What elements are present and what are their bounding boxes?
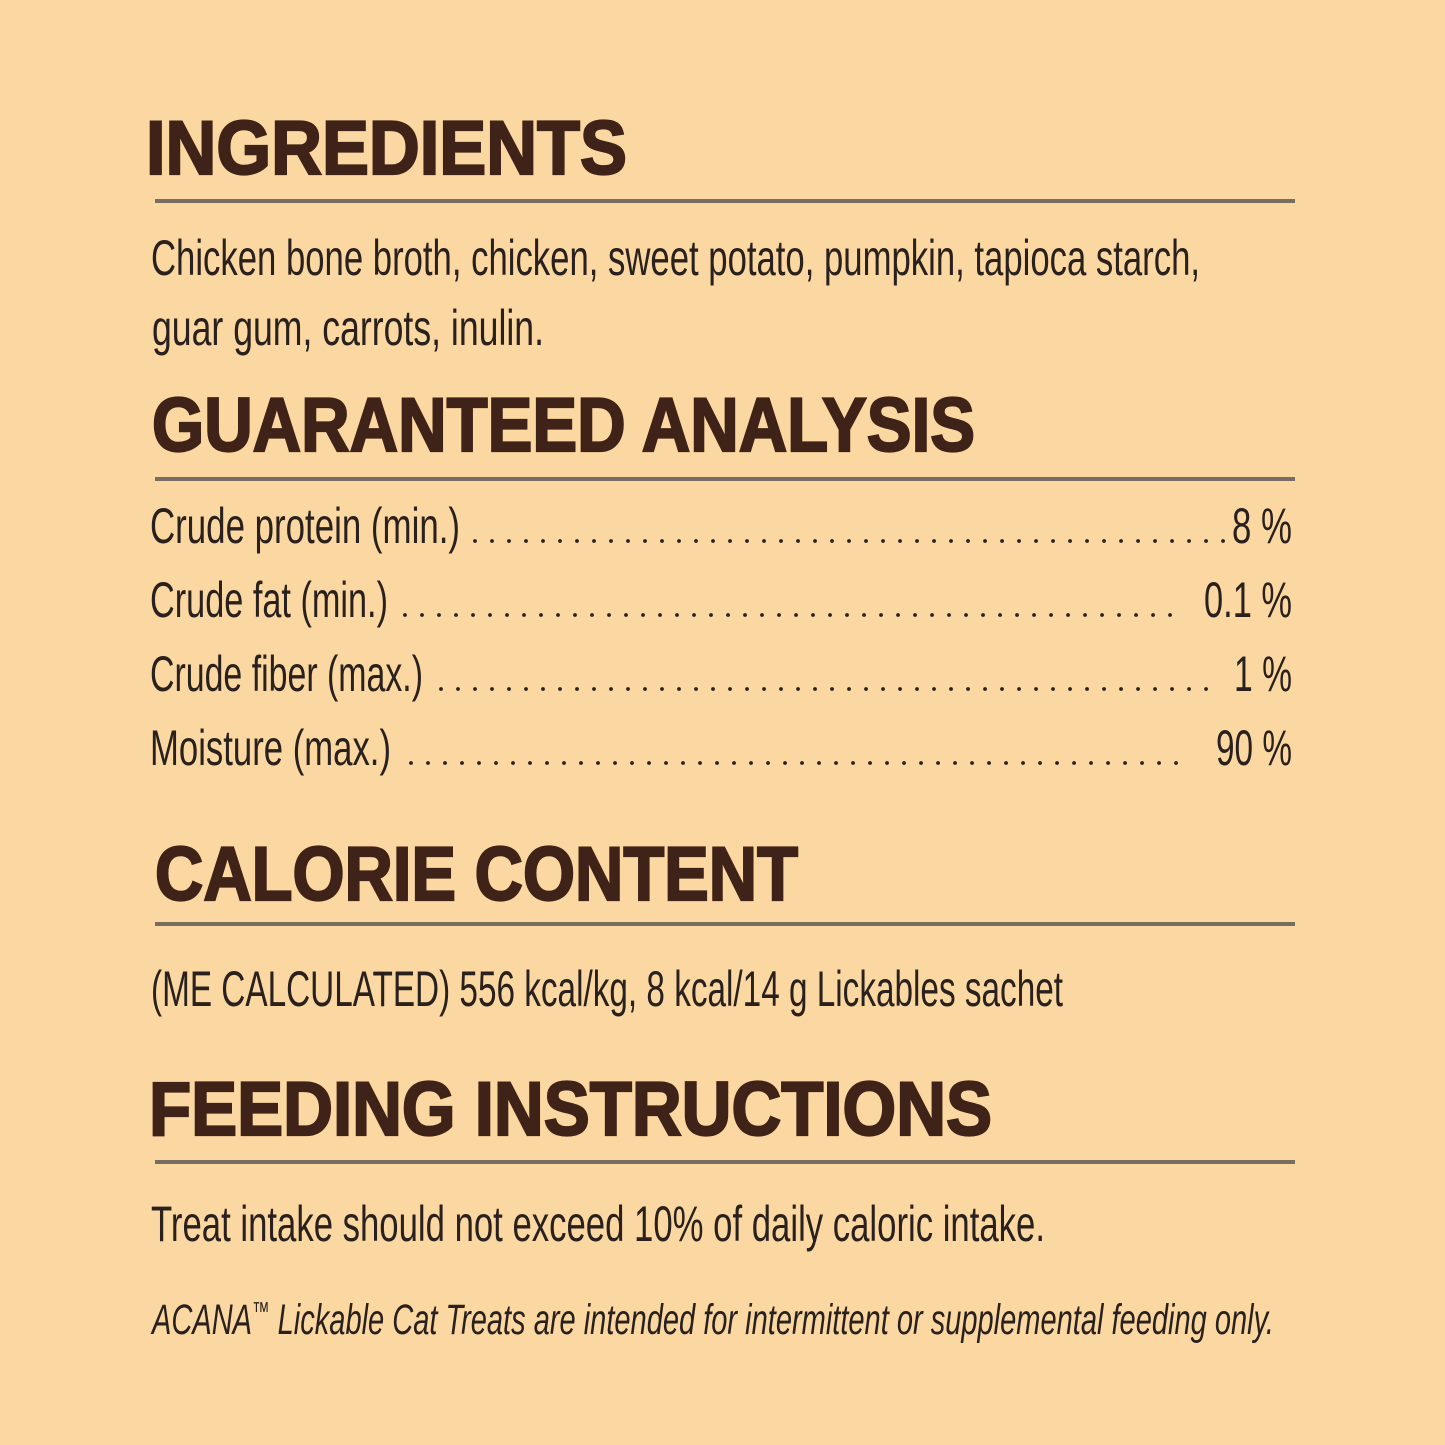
svg-text:Crude protein (min.): Crude protein (min.) xyxy=(150,498,460,554)
svg-text:(ME CALCULATED) 556 kcal/kg, 8: (ME CALCULATED) 556 kcal/kg, 8 kcal/14 g… xyxy=(151,961,1063,1017)
svg-text:90 %: 90 % xyxy=(1216,720,1292,776)
svg-text:Crude fat (min.): Crude fat (min.) xyxy=(150,572,388,628)
svg-text:Treat intake should not exceed: Treat intake should not exceed 10% of da… xyxy=(151,1196,1045,1252)
svg-text:FEEDING INSTRUCTIONS: FEEDING INSTRUCTIONS xyxy=(149,1067,992,1152)
svg-text:Chicken bone broth, chicken, s: Chicken bone broth, chicken, sweet potat… xyxy=(151,230,1200,286)
svg-text:8 %: 8 % xyxy=(1232,498,1292,554)
svg-text:Moisture (max.): Moisture (max.) xyxy=(150,720,391,776)
svg-text:CALORIE CONTENT: CALORIE CONTENT xyxy=(155,832,798,917)
svg-text:0.1 %: 0.1 % xyxy=(1204,572,1292,628)
svg-text:ACANA™ Lickable Cat Treats are: ACANA™ Lickable Cat Treats are intended … xyxy=(150,1296,1274,1344)
svg-text:1 %: 1 % xyxy=(1234,646,1292,702)
svg-text:GUARANTEED ANALYSIS: GUARANTEED ANALYSIS xyxy=(152,383,975,468)
svg-text:INGREDIENTS: INGREDIENTS xyxy=(146,106,627,191)
svg-text:Crude fiber (max.): Crude fiber (max.) xyxy=(150,646,423,702)
svg-text:guar gum, carrots, inulin.: guar gum, carrots, inulin. xyxy=(152,300,544,356)
